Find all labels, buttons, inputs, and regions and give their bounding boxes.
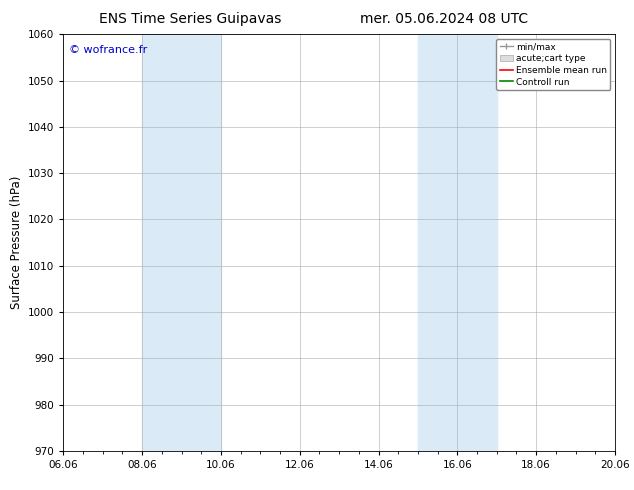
Bar bbox=[418, 34, 497, 451]
Text: © wofrance.fr: © wofrance.fr bbox=[69, 45, 147, 55]
Y-axis label: Surface Pressure (hPa): Surface Pressure (hPa) bbox=[10, 176, 23, 309]
Legend: min/max, acute;cart type, Ensemble mean run, Controll run: min/max, acute;cart type, Ensemble mean … bbox=[496, 39, 611, 90]
Text: mer. 05.06.2024 08 UTC: mer. 05.06.2024 08 UTC bbox=[359, 12, 528, 26]
Text: ENS Time Series Guipavas: ENS Time Series Guipavas bbox=[99, 12, 281, 26]
Bar bbox=[142, 34, 221, 451]
